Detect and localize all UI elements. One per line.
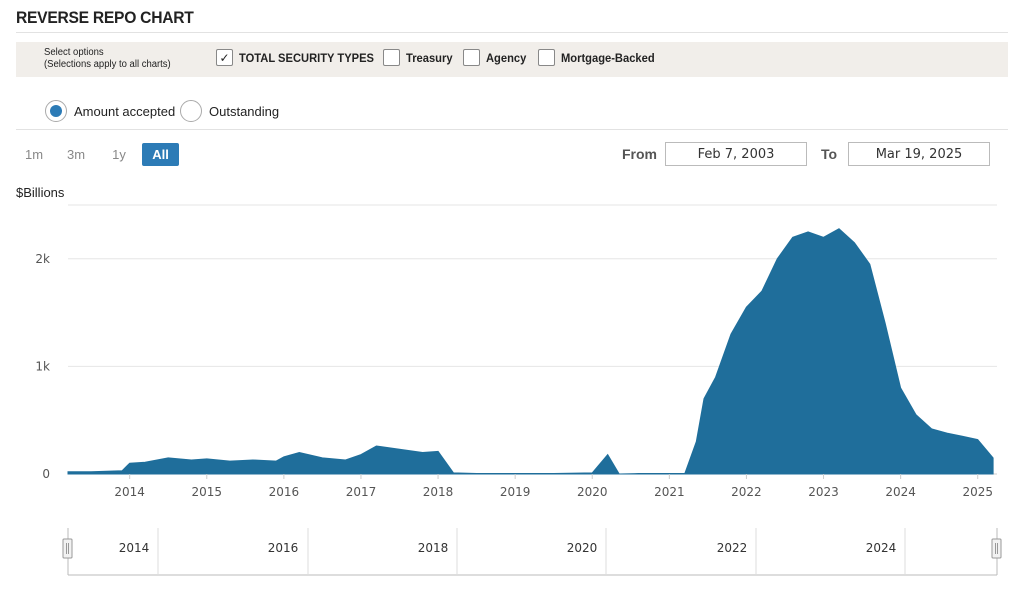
y-tick-label: 1k	[35, 359, 50, 373]
x-tick-label: 2015	[191, 485, 222, 499]
radio-selected-icon[interactable]	[45, 100, 67, 122]
x-tick-label: 2024	[885, 485, 916, 499]
checkbox-total-security-types[interactable]: ✓ TOTAL SECURITY TYPES	[216, 49, 384, 66]
checkbox-agency[interactable]: Agency	[463, 49, 529, 66]
x-tick-label: 2016	[269, 485, 300, 499]
navigator-label: 2018	[418, 541, 449, 555]
radio-unselected-icon[interactable]	[180, 100, 202, 122]
options-note-line2: (Selections apply to all charts)	[44, 59, 171, 70]
checkbox-mortgage-backed[interactable]: Mortgage-Backed	[538, 49, 662, 66]
checkbox-empty-icon[interactable]	[538, 49, 555, 66]
x-tick-label: 2021	[654, 485, 685, 499]
checkbox-treasury[interactable]: Treasury	[383, 49, 456, 66]
y-tick-label: 0	[42, 467, 50, 481]
from-date-input[interactable]	[665, 142, 807, 166]
navigator-left-handle[interactable]	[62, 538, 73, 559]
x-tick-label: 2014	[114, 485, 145, 499]
x-tick-label: 2019	[500, 485, 531, 499]
x-tick-label: 2022	[731, 485, 762, 499]
x-tick-label: 2025	[962, 485, 993, 499]
checkbox-checked-icon[interactable]: ✓	[216, 49, 233, 66]
x-tick-label: 2020	[577, 485, 608, 499]
checkbox-empty-icon[interactable]	[383, 49, 400, 66]
checkbox-label-treasury: Treasury	[406, 50, 453, 65]
navigator-label: 2024	[866, 541, 897, 555]
navigator-label: 2022	[717, 541, 748, 555]
range-button-1y[interactable]: 1y	[112, 147, 126, 162]
page-title: REVERSE REPO CHART	[16, 8, 194, 27]
checkbox-label-mortgage: Mortgage-Backed	[561, 50, 655, 65]
area-series	[67, 228, 994, 475]
checkbox-empty-icon[interactable]	[463, 49, 480, 66]
reverse-repo-chart: 0 1k 2k 2014 2015 2016 2017 2018 2019 2020 2021 20…	[35, 204, 1002, 576]
navigator-label: 2016	[268, 541, 299, 555]
x-tick-label: 2017	[346, 485, 377, 499]
range-button-all[interactable]: All	[142, 143, 179, 166]
y-tick-label: 2k	[35, 252, 50, 266]
from-label: From	[622, 146, 657, 162]
options-note-line1: Select options	[44, 47, 104, 58]
to-date-input[interactable]	[848, 142, 990, 166]
x-tick-label: 2023	[808, 485, 839, 499]
navigator-label: 2014	[119, 541, 150, 555]
navigator-right-handle[interactable]	[991, 538, 1002, 559]
navigator-label: 2020	[567, 541, 598, 555]
options-note: Select options (Selections apply to all …	[44, 47, 171, 71]
radio-amount-accepted[interactable]: Amount accepted	[45, 100, 175, 122]
radio-label-outstanding: Outstanding	[209, 103, 280, 119]
to-label: To	[821, 146, 838, 162]
radio-outstanding[interactable]: Outstanding	[180, 100, 279, 122]
range-button-3m[interactable]: 3m	[66, 147, 86, 162]
title-divider	[16, 32, 1008, 33]
range-button-1m[interactable]: 1m	[24, 147, 44, 162]
radio-label-amount: Amount accepted	[74, 103, 176, 119]
controls-divider	[16, 129, 1008, 130]
x-tick-label: 2018	[423, 485, 454, 499]
options-bar: Select options (Selections apply to all …	[16, 42, 1008, 77]
checkbox-label-agency: Agency	[486, 50, 527, 65]
y-axis-title: $Billions	[16, 185, 65, 200]
checkbox-label-total: TOTAL SECURITY TYPES	[239, 50, 374, 65]
